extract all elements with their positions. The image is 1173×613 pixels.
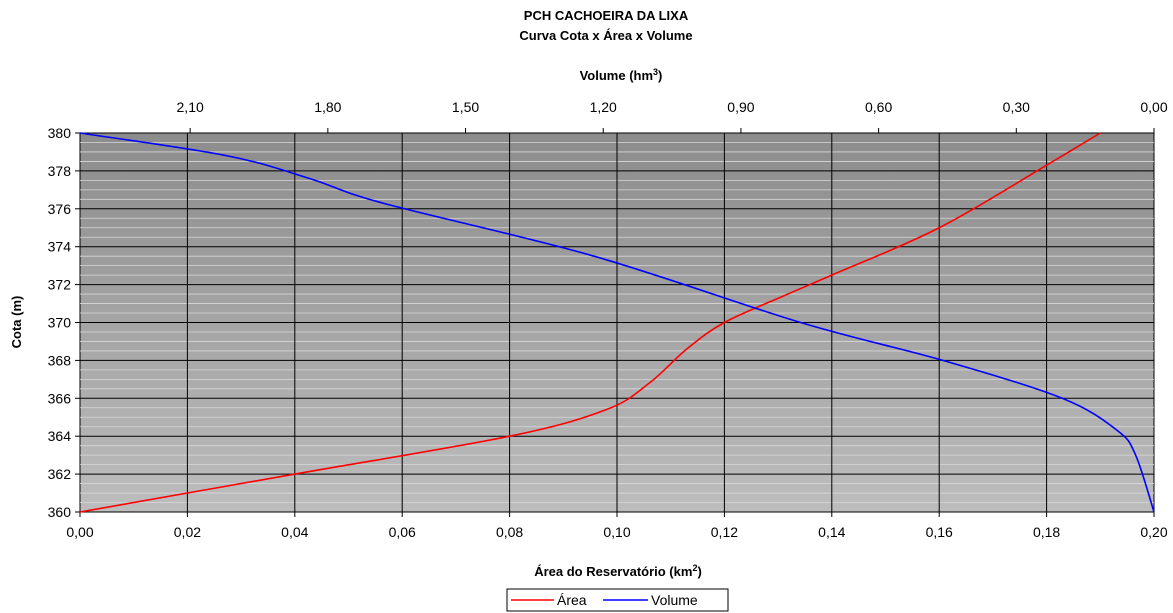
major-gridlines	[80, 133, 1154, 512]
x-top-tick-label: 0,00	[1140, 99, 1167, 115]
y-tick-label: 366	[48, 390, 72, 406]
x-bottom-tick-label: 0,16	[926, 524, 953, 540]
y-tick-label: 378	[48, 163, 72, 179]
x-bottom-tick-label: 0,04	[281, 524, 308, 540]
x-bottom-tick-label: 0,12	[711, 524, 738, 540]
series-line-area	[79, 132, 1101, 513]
legend: Área Volume	[506, 588, 729, 612]
x-top-tick-label: 0,60	[865, 99, 892, 115]
x-top-tick-label: 2,10	[177, 99, 204, 115]
y-tick-label: 360	[48, 504, 72, 520]
top-axis-title: Volume (hm3)	[580, 67, 663, 83]
y-tick-label: 370	[48, 315, 72, 331]
chart-title: PCH CACHOEIRA DA LIXA	[524, 8, 689, 23]
x-bottom-tick-label: 0,20	[1140, 524, 1167, 540]
y-tick-label: 376	[48, 201, 72, 217]
x-top-tick-label: 0,90	[727, 99, 754, 115]
y-tick-label: 364	[48, 428, 72, 444]
x-bottom-tick-label: 0,02	[174, 524, 201, 540]
x-bottom-tick-label: 0,10	[603, 524, 630, 540]
legend-label-area: Área	[557, 592, 587, 608]
bottom-axis-title: Área do Reservatório (km2)	[534, 563, 702, 579]
y-tick-label: 374	[48, 239, 72, 255]
series-line-volume	[79, 132, 1155, 513]
x-bottom-tick-label: 0,06	[389, 524, 416, 540]
x-bottom-tick-label: 0,18	[1033, 524, 1060, 540]
chart-subtitle: Curva Cota x Área x Volume	[519, 28, 692, 43]
y-tick-label: 380	[48, 125, 72, 141]
series-lines	[79, 132, 1155, 513]
ticks: 360 362 364 366 368 370 372 374 376 378 380 0,00 0,0…	[48, 99, 1168, 540]
x-top-tick-label: 1,80	[314, 99, 341, 115]
x-bottom-tick-label: 0,14	[818, 524, 845, 540]
y-tick-label: 368	[48, 352, 72, 368]
x-top-tick-label: 1,50	[452, 99, 479, 115]
x-top-tick-label: 1,20	[590, 99, 617, 115]
x-bottom-tick-label: 0,00	[66, 524, 93, 540]
x-bottom-tick-label: 0,08	[496, 524, 523, 540]
x-top-tick-label: 0,30	[1003, 99, 1030, 115]
y-axis-title: Cota (m)	[9, 296, 24, 349]
y-tick-label: 372	[48, 277, 72, 293]
y-tick-label: 362	[48, 466, 72, 482]
legend-label-volume: Volume	[651, 592, 698, 608]
